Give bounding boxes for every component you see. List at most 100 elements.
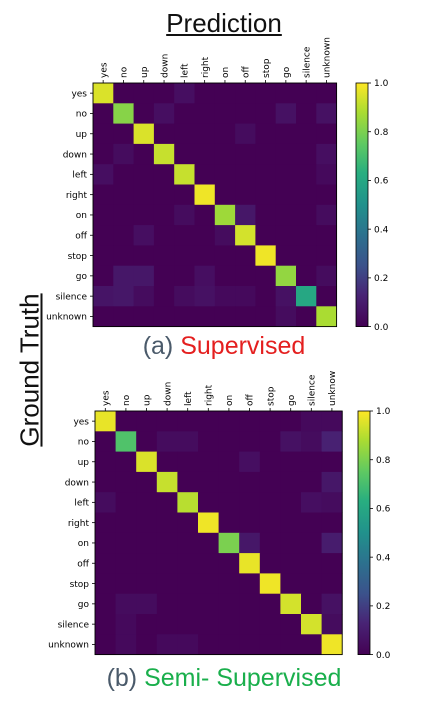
heatmap-cell bbox=[136, 532, 158, 554]
y-tick-label: up bbox=[78, 458, 90, 468]
colorbar-tick-label: 0.8 bbox=[374, 128, 389, 138]
heatmap-cell bbox=[321, 411, 343, 432]
heatmap-cell bbox=[321, 431, 343, 452]
heatmap-cell bbox=[95, 451, 116, 473]
heatmap-cell bbox=[194, 103, 216, 124]
heatmap-cell bbox=[174, 204, 195, 226]
heatmap-cell bbox=[321, 593, 343, 615]
heatmap-cell bbox=[301, 553, 322, 574]
heatmap-cell bbox=[239, 512, 261, 534]
heatmap-cell bbox=[153, 225, 175, 246]
heatmap-cell bbox=[280, 492, 302, 513]
heatmap-cell bbox=[259, 411, 281, 432]
heatmap-cell bbox=[194, 184, 216, 206]
heatmap-cell bbox=[239, 431, 261, 452]
heatmap-cell bbox=[218, 593, 240, 615]
heatmap-cell bbox=[316, 225, 337, 246]
heatmap-cell bbox=[259, 471, 281, 493]
heatmap-cell bbox=[156, 573, 178, 595]
heatmap-cell bbox=[235, 204, 256, 226]
heatmap-cell bbox=[93, 265, 114, 287]
heatmap-cell bbox=[321, 573, 343, 595]
colorbar-tick-label: 1.0 bbox=[374, 79, 389, 89]
heatmap-cell bbox=[177, 573, 199, 595]
heatmap-cell bbox=[280, 614, 302, 635]
heatmap-cell bbox=[259, 532, 281, 554]
y-tick-label: stop bbox=[68, 252, 88, 262]
heatmap-cell bbox=[316, 286, 337, 307]
heatmap-cell bbox=[235, 245, 256, 267]
heatmap-cell bbox=[235, 184, 256, 206]
caption-semi-supervised: (b) Semi- Supervised bbox=[0, 664, 448, 693]
x-tick-label: silence bbox=[302, 46, 312, 78]
heatmap-cell bbox=[136, 573, 158, 595]
y-tick-label: no bbox=[76, 110, 88, 120]
heatmap-cell bbox=[301, 431, 322, 452]
heatmap-cell bbox=[194, 286, 216, 307]
heatmap-cell bbox=[113, 245, 134, 267]
heatmap-cell bbox=[214, 164, 236, 185]
heatmap-frame bbox=[92, 82, 338, 328]
heatmap-cell bbox=[133, 143, 155, 165]
heatmap-cell bbox=[259, 431, 281, 452]
heatmap-cell bbox=[275, 265, 297, 287]
y-tick-label: unknown bbox=[46, 313, 87, 323]
prediction-axis-title: Prediction bbox=[166, 8, 282, 38]
x-tick-label: yes bbox=[102, 390, 112, 406]
heatmap-cell bbox=[275, 225, 297, 246]
heatmap-semi-supervised: yes no up down left right on off stop go silence un… bbox=[48, 371, 390, 661]
heatmap-cell bbox=[214, 83, 236, 104]
heatmap-cell bbox=[296, 83, 317, 104]
heatmap-cell bbox=[113, 225, 134, 246]
heatmap-cell bbox=[177, 471, 199, 493]
heatmap-cell bbox=[156, 411, 178, 432]
heatmap-cell bbox=[113, 184, 134, 206]
x-tick-label: yes bbox=[99, 62, 109, 78]
heatmap-cell bbox=[214, 123, 236, 145]
heatmap-cell bbox=[296, 143, 317, 165]
heatmap-cell bbox=[95, 593, 116, 615]
heatmap-cell bbox=[113, 204, 134, 226]
colorbar bbox=[355, 82, 369, 328]
heatmap-cell bbox=[133, 306, 155, 327]
heatmap-cell bbox=[316, 265, 337, 287]
heatmap-cell bbox=[218, 451, 240, 473]
heatmap-cell bbox=[255, 245, 277, 267]
caption-semi-supervised-letter: (b) bbox=[106, 664, 138, 692]
heatmap-cell bbox=[115, 512, 137, 534]
y-tick-label: up bbox=[76, 130, 88, 140]
heatmap-cell bbox=[239, 411, 261, 432]
heatmap-cell bbox=[214, 204, 236, 226]
heatmap-cell bbox=[174, 143, 195, 165]
colorbar-tick-label: 0.2 bbox=[376, 602, 390, 612]
heatmap-cell bbox=[214, 245, 236, 267]
heatmap-cell bbox=[255, 204, 277, 226]
colorbar bbox=[357, 410, 371, 656]
heatmap-cell bbox=[255, 83, 277, 104]
heatmap-cell bbox=[93, 306, 114, 327]
x-tick-label: go bbox=[282, 66, 292, 78]
heatmap-cell bbox=[280, 573, 302, 595]
heatmap-cell bbox=[218, 471, 240, 493]
heatmap-cell bbox=[239, 634, 261, 655]
heatmap-cell bbox=[133, 123, 155, 145]
x-tick-label: up bbox=[140, 66, 150, 78]
heatmap-cell bbox=[113, 164, 134, 185]
y-tick-label: on bbox=[78, 539, 89, 549]
heatmap-cell bbox=[280, 411, 302, 432]
heatmap-cell bbox=[115, 573, 137, 595]
colorbar-tick-label: 0.6 bbox=[374, 177, 389, 187]
heatmap-cell bbox=[113, 143, 134, 165]
heatmap-cell bbox=[218, 411, 240, 432]
y-tick-label: yes bbox=[71, 89, 87, 99]
heatmap-cell bbox=[214, 143, 236, 165]
heatmap-cell bbox=[136, 614, 158, 635]
heatmap-cell bbox=[133, 83, 155, 104]
heatmap-cell bbox=[115, 553, 137, 574]
heatmap-cell bbox=[301, 512, 322, 534]
heatmap-cell bbox=[214, 103, 236, 124]
heatmap-cell bbox=[156, 593, 178, 615]
heatmap-cell bbox=[115, 411, 137, 432]
heatmap-cell bbox=[133, 103, 155, 124]
